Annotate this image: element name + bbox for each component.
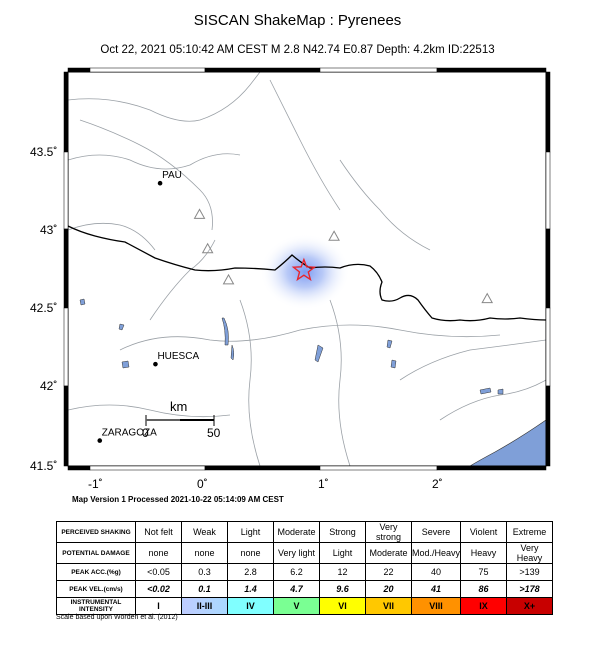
legend-cell: Severe: [410, 521, 462, 543]
legend-cell: none: [135, 542, 182, 564]
legend-cell: >139: [506, 563, 554, 581]
legend-cell: Moderate: [365, 542, 412, 564]
lat-label: 42.5˚: [30, 301, 57, 315]
peak-vel-row: PEAK VEL.(cm/s) <0.02 0.1 1.4 4.7 9.6 20 41 86 >1…: [56, 580, 554, 598]
scale-bar-unit: km: [170, 399, 187, 414]
frame-ticks: [63, 67, 551, 471]
legend-cell: Very strong: [365, 521, 412, 543]
legend-cell: 6.2: [273, 563, 320, 581]
perceived-shaking-row: PERCEIVED SHAKING Not felt Weak Light Modera…: [56, 521, 554, 543]
legend-cell: X+: [506, 597, 554, 615]
seismic-station-icon: [481, 292, 494, 304]
scale-bar-tick: 0: [142, 426, 149, 440]
legend-cell: 1.4: [227, 580, 274, 598]
legend-cell: 20: [365, 580, 412, 598]
instrumental-intensity-row: INSTRUMENTAL INTENSITY I II-III IV V VI VII VII…: [56, 597, 554, 615]
legend-cell: 22: [365, 563, 412, 581]
intensity-legend: PERCEIVED SHAKING Not felt Weak Light Modera…: [56, 521, 554, 615]
legend-cell: none: [227, 542, 274, 564]
legend-cell: 12: [319, 563, 366, 581]
legend-row-header: PEAK ACC.(%g): [56, 563, 136, 581]
legend-cell: Heavy: [460, 542, 508, 564]
france-spain-border: [68, 225, 546, 322]
legend-cell: VI: [319, 597, 366, 615]
legend-row-header: PERCEIVED SHAKING: [56, 521, 136, 543]
legend-cell: IV: [227, 597, 274, 615]
rivers: [68, 72, 546, 466]
scale-bar-tick: 50: [207, 426, 221, 440]
legend-cell: Light: [227, 521, 274, 543]
legend-row-header: INSTRUMENTAL INTENSITY: [56, 597, 136, 615]
city-marker: [97, 438, 103, 443]
legend-cell: Light: [319, 542, 366, 564]
legend-cell: 0.3: [181, 563, 228, 581]
city-marker: [153, 361, 158, 367]
legend-cell: I: [135, 597, 182, 615]
legend-cell: Violent: [460, 521, 508, 543]
legend-cell: II-III: [181, 597, 228, 615]
legend-cell: Weak: [181, 521, 228, 543]
epicenter-star-icon: [291, 257, 317, 282]
lon-label: 1˚: [318, 477, 329, 491]
reservoirs: [79, 298, 504, 395]
legend-cell: VIII: [410, 597, 462, 615]
legend-cell: V: [273, 597, 320, 615]
legend-row-header: POTENTIAL DAMAGE: [56, 542, 136, 564]
legend-cell: VII: [365, 597, 412, 615]
legend-cell: Very Heavy: [506, 542, 554, 564]
seismic-station-icon: [201, 242, 214, 254]
legend-cell: Extreme: [506, 521, 554, 543]
legend-cell: <0.05: [135, 563, 182, 581]
map-title: SISCAN ShakeMap : Pyrenees: [193, 12, 402, 29]
legend-cell: 41: [410, 580, 462, 598]
legend-cell: 75: [460, 563, 508, 581]
legend-row-header: PEAK VEL.(cm/s): [56, 580, 136, 598]
peak-acc-row: PEAK ACC.(%g) <0.05 0.3 2.8 6.2 12 22 40 75 >139: [56, 563, 554, 581]
legend-cell: Very light: [273, 542, 320, 564]
lat-label: 42˚: [40, 379, 57, 393]
event-summary: Oct 22, 2021 05:10:42 AM CEST M 2.8 N42.…: [100, 44, 495, 56]
city-label: ZARAGOZA: [102, 428, 157, 439]
legend-cell: Mod./Heavy: [410, 542, 462, 564]
city-marker: [157, 180, 163, 186]
city-label: PAU: [162, 170, 182, 181]
lon-label: 2˚: [432, 477, 443, 491]
lat-label: 41.5˚: [30, 459, 57, 473]
legend-cell: Not felt: [135, 521, 182, 543]
legend-cell: 4.7: [273, 580, 320, 598]
legend-cell: IX: [460, 597, 508, 615]
seismic-station-icon: [328, 230, 340, 241]
legend-cell: none: [181, 542, 228, 564]
scale-bar: km 0 50: [142, 399, 221, 440]
lat-label: 43.5˚: [30, 145, 57, 159]
legend-cell: 86: [460, 580, 508, 598]
shaking-glow: [260, 234, 350, 310]
legend-cell: <0.02: [135, 580, 182, 598]
legend-cell: 0.1: [181, 580, 228, 598]
lon-label: -1˚: [88, 477, 103, 491]
legend-cell: Moderate: [273, 521, 320, 543]
legend-cell: 2.8: [227, 563, 274, 581]
sea: [469, 419, 546, 466]
lon-label: 0˚: [197, 477, 208, 491]
legend-cell: >178: [506, 580, 554, 598]
city-label: HUESCA: [157, 351, 199, 362]
lat-label: 43˚: [40, 223, 57, 237]
legend-cell: Strong: [319, 521, 366, 543]
legend-cell: 9.6: [319, 580, 366, 598]
seismic-station-icon: [193, 208, 206, 219]
legend-cell: 40: [410, 563, 462, 581]
seismic-station-icon: [222, 273, 235, 285]
scale-credit: Scale based upon Worden et al. (2012): [56, 614, 178, 621]
shakemap-plot: 43.5˚ 43˚ 42.5˚ 42˚ 41.5˚ -1˚ 0˚ 1˚ 2˚ P…: [30, 67, 551, 491]
potential-damage-row: POTENTIAL DAMAGE none none none Very light Li…: [56, 542, 554, 564]
processing-info: Map Version 1 Processed 2021-10-22 05:14…: [72, 495, 284, 504]
